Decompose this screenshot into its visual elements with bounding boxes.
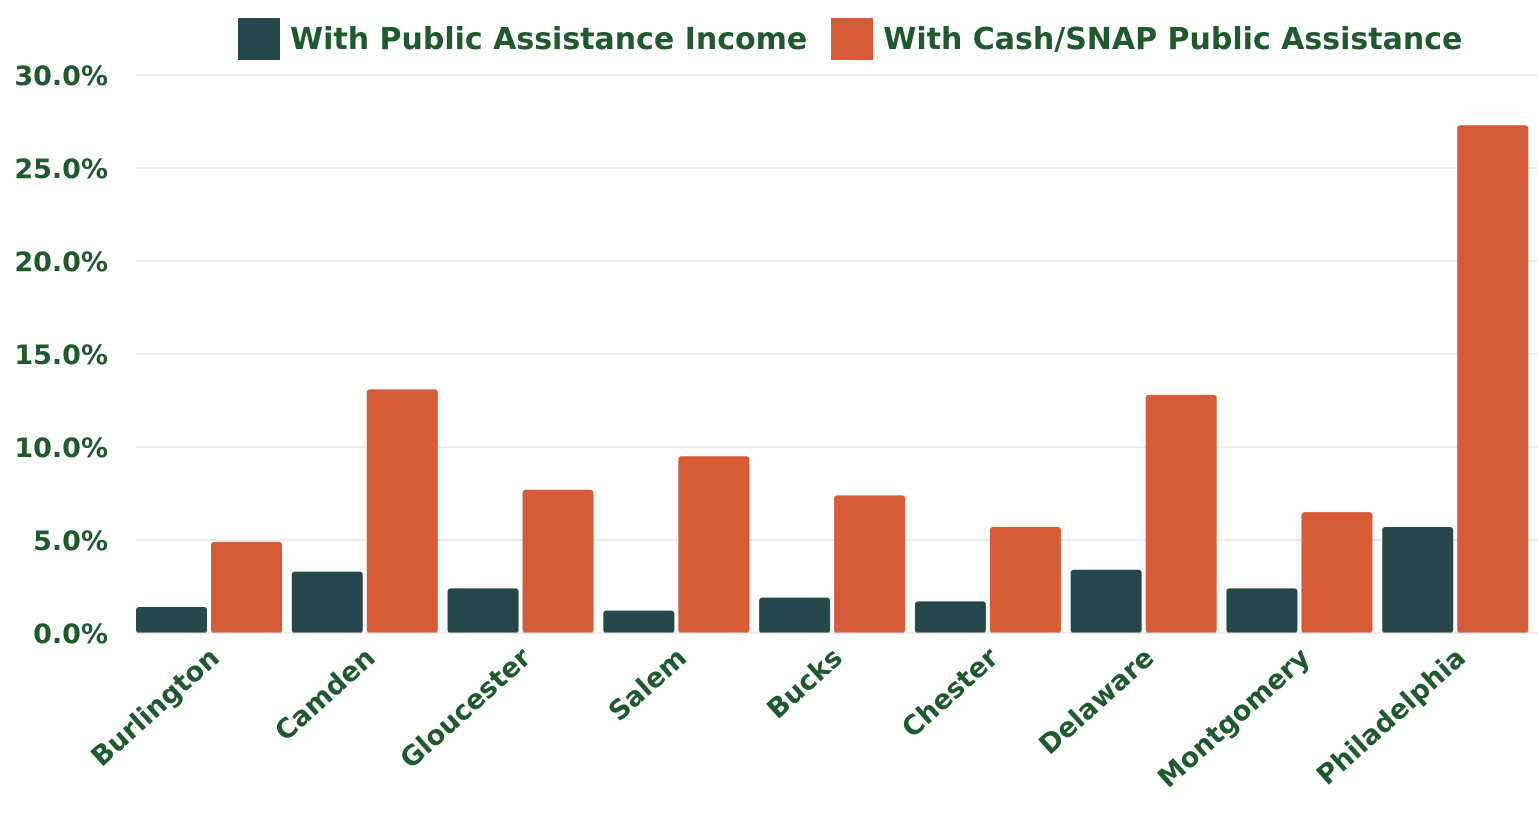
bar-cash-snap-delaware — [1145, 394, 1217, 633]
legend-item-cash-snap: With Cash/SNAP Public Assistance — [831, 18, 1462, 60]
bar-cash-snap-chester — [989, 526, 1061, 633]
x-tick-label: Salem — [603, 642, 693, 728]
y-tick-label: 15.0% — [14, 340, 108, 371]
legend-swatch-cash-snap — [831, 18, 874, 60]
legend-item-public-assistance-income: With Public Assistance Income — [238, 18, 807, 60]
x-tick-label: Philadelphia — [1311, 642, 1472, 791]
x-tick-label: Montgomery — [1152, 642, 1316, 794]
y-tick-label: 0.0% — [33, 619, 108, 650]
x-tick-label: Chester — [896, 642, 1005, 744]
bar-cash-snap-philadelphia — [1457, 125, 1529, 633]
bar-public-assistance-income-bucks — [759, 597, 831, 633]
bar-public-assistance-income-camden — [291, 571, 363, 633]
bar-public-assistance-income-delaware — [1070, 569, 1142, 633]
bar-cash-snap-camden — [366, 389, 438, 633]
x-tick-label: Gloucester — [395, 642, 538, 775]
bar-cash-snap-burlington — [211, 541, 282, 633]
bar-public-assistance-income-chester — [914, 601, 986, 633]
legend-label-public-assistance-income: With Public Assistance Income — [290, 21, 808, 57]
bar-public-assistance-income-gloucester — [447, 588, 519, 633]
bar-cash-snap-bucks — [834, 495, 906, 633]
bar-cash-snap-montgomery — [1301, 512, 1373, 633]
bar-cash-snap-gloucester — [522, 489, 594, 633]
x-tick-label: Bucks — [761, 642, 849, 725]
chart-legend: With Public Assistance Income With Cash/… — [238, 18, 1486, 60]
y-tick-label: 25.0% — [14, 154, 108, 185]
legend-label-cash-snap: With Cash/SNAP Public Assistance — [883, 21, 1463, 57]
x-tick-label: Burlington — [85, 642, 225, 773]
y-tick-label: 20.0% — [14, 247, 108, 278]
bar-public-assistance-income-salem — [603, 610, 675, 633]
legend-swatch-public-assistance-income — [238, 18, 280, 60]
x-tick-label: Camden — [269, 642, 381, 747]
bar-public-assistance-income-burlington — [136, 606, 207, 633]
bar-public-assistance-income-philadelphia — [1382, 526, 1454, 633]
y-tick-label: 30.0% — [14, 61, 108, 92]
bar-cash-snap-salem — [678, 456, 750, 633]
y-tick-label: 5.0% — [33, 526, 108, 557]
bar-public-assistance-income-montgomery — [1226, 588, 1298, 633]
y-tick-label: 10.0% — [14, 433, 108, 464]
x-tick-label: Delaware — [1033, 642, 1160, 761]
